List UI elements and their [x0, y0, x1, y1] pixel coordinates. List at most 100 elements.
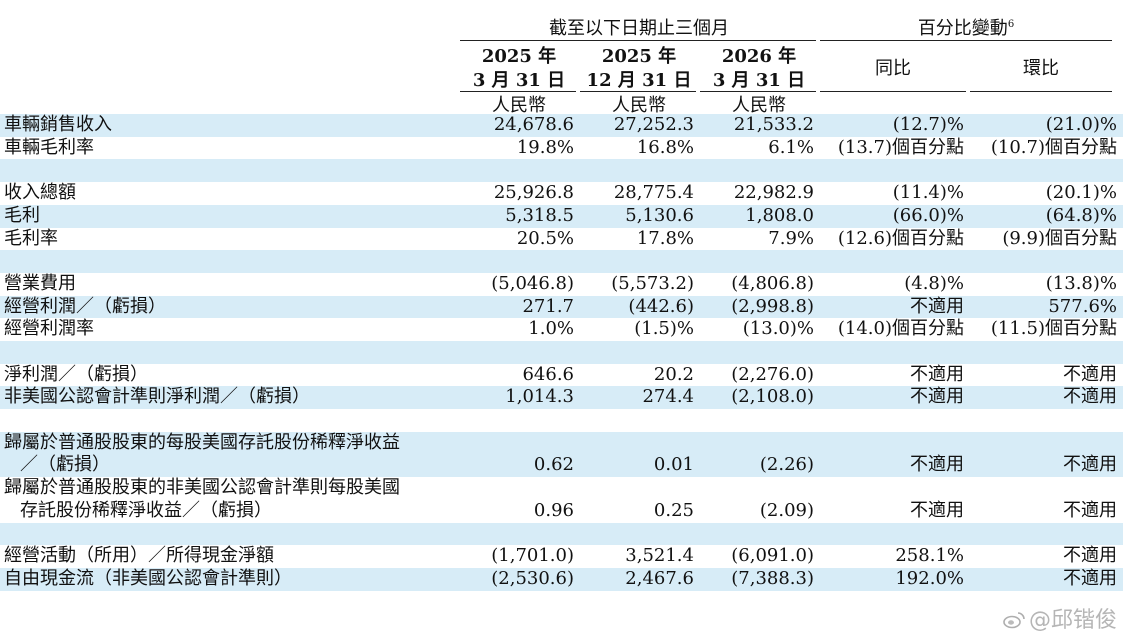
cell-q4-2025: 3,521.4	[625, 545, 694, 567]
cell-q1-2026: 6.1%	[768, 136, 814, 158]
col2-currency: 人民幣	[612, 95, 666, 116]
table-row: 經營利潤／（虧損） 271.7 (442.6) (2,998.8) 不適用 57…	[0, 295, 1123, 319]
weibo-logo-icon	[1003, 612, 1025, 629]
table-row: 經營利潤率 1.0% (1.5)% (13.0)% (14.0)個百分點 (11…	[0, 318, 1123, 341]
table-row: 經營活動（所用）／所得現金淨額 (1,701.0) 3,521.4 (6,091…	[0, 545, 1123, 568]
cell-yoy: (12.7)%	[820, 114, 970, 137]
row-label: 車輛毛利率	[4, 136, 94, 158]
cell-qoq: (11.5)個百分點	[990, 318, 1117, 340]
cell-qoq: (9.9)個百分點	[1002, 227, 1117, 249]
change-group-header: 百分比變動6	[820, 14, 1112, 40]
cell-q4-2025: 16.8%	[636, 136, 694, 158]
col1-date: 3 月 31 日	[472, 70, 566, 91]
cell-q1-2025: 0.62	[460, 454, 580, 478]
cell-q1-2026: 22,982.9	[733, 182, 814, 204]
col1-rule	[460, 91, 576, 92]
row-label: 車輛銷售收入	[0, 114, 460, 137]
cell-yoy: 192.0%	[820, 567, 970, 591]
cell-qoq: 不適用	[970, 386, 1123, 410]
cell-yoy: 不適用	[820, 386, 970, 410]
cell-q4-2025: 0.01	[580, 454, 700, 478]
row-label: 淨利潤／（虧損）	[4, 363, 148, 385]
cell-q4-2025: (442.6)	[580, 295, 700, 319]
spacer-row	[0, 159, 1123, 183]
cell-yoy: (4.8)%	[904, 272, 964, 294]
cell-yoy: (13.7)個百分點	[837, 136, 964, 158]
cell-q1-2026: 21,533.2	[700, 114, 820, 137]
table-row: ／（虧損） 0.62 0.01 (2.26) 不適用 不適用	[0, 454, 1123, 478]
row-label-line2: ／（虧損）	[0, 454, 460, 478]
cell-q4-2025: (1.5)%	[634, 318, 694, 340]
cell-q1-2026: (13.0)%	[742, 318, 814, 340]
row-label: 經營利潤／（虧損）	[0, 295, 460, 319]
cell-q1-2026: (2.26)	[700, 454, 820, 478]
row-label: 收入總額	[4, 182, 76, 204]
cell-yoy: (66.0)%	[820, 204, 970, 228]
cell-qoq: (64.8)%	[970, 204, 1123, 228]
row-label-line1: 歸屬於普通股股東的每股美國存託股份稀釋淨收益	[0, 431, 460, 455]
col2-rule	[580, 91, 696, 92]
spacer-row	[0, 250, 1123, 273]
cell-q1-2025: 271.7	[460, 295, 580, 319]
cell-qoq: 不適用	[970, 454, 1123, 478]
table-row: 毛利 5,318.5 5,130.6 1,808.0 (66.0)% (64.8…	[0, 204, 1123, 228]
cell-yoy: 不適用	[910, 363, 964, 385]
col3-year: 2026 年	[721, 46, 797, 67]
row-label: 非美國公認會計準則淨利潤／（虧損）	[0, 386, 460, 410]
row-label: 經營活動（所用）／所得現金淨額	[4, 545, 274, 567]
table-row: 車輛毛利率 19.8% 16.8% 6.1% (13.7)個百分點 (10.7)…	[0, 137, 1123, 160]
row-label: 毛利	[0, 204, 460, 228]
cell-qoq: (13.8)%	[1045, 272, 1117, 294]
watermark-text: @邱锴俊	[1028, 608, 1117, 633]
cell-qoq: (20.1)%	[1045, 182, 1117, 204]
cell-q1-2026: (2.09)	[759, 499, 814, 521]
col2-date: 12 月 31 日	[586, 70, 692, 91]
cell-yoy: (11.4)%	[892, 182, 964, 204]
table-row: 存託股份稀釋淨收益／（虧損） 0.96 0.25 (2.09) 不適用 不適用	[0, 500, 1123, 523]
col3-date: 3 月 31 日	[712, 70, 806, 91]
cell-q1-2025: (2,530.6)	[460, 567, 580, 591]
table-row: 歸屬於普通股股東的非美國公認會計準則每股美國	[0, 477, 1123, 500]
cell-q1-2025: 1,014.3	[460, 386, 580, 410]
col2-year: 2025 年	[601, 46, 677, 67]
table-row: 淨利潤／（虧損） 646.6 20.2 (2,276.0) 不適用 不適用	[0, 364, 1123, 387]
cell-yoy: 不適用	[820, 454, 970, 478]
spacer-row	[0, 341, 1123, 364]
table-row: 毛利率 20.5% 17.8% 7.9% (12.6)個百分點 (9.9)個百分…	[0, 228, 1123, 251]
cell-q1-2025: 0.96	[533, 499, 574, 521]
table-row: 收入總額 25,926.8 28,775.4 22,982.9 (11.4)% …	[0, 182, 1123, 205]
cell-qoq: 不適用	[1063, 363, 1117, 385]
cell-q4-2025: 20.2	[653, 363, 694, 385]
table-row: 非美國公認會計準則淨利潤／（虧損） 1,014.3 274.4 (2,108.0…	[0, 386, 1123, 410]
table-row: 自由現金流（非美國公認會計準則） (2,530.6) 2,467.6 (7,38…	[0, 567, 1123, 591]
cell-q1-2025: (5,046.8)	[491, 272, 574, 294]
col1-year: 2025 年	[481, 46, 557, 67]
row-label: 營業費用	[4, 272, 76, 294]
cell-q4-2025: 274.4	[580, 386, 700, 410]
cell-yoy: 不適用	[910, 499, 964, 521]
cell-qoq: 577.6%	[970, 295, 1123, 319]
cell-q1-2025: 19.8%	[516, 136, 574, 158]
cell-q1-2026: 1,808.0	[700, 204, 820, 228]
cell-yoy: 258.1%	[895, 545, 964, 567]
col3-rule	[700, 91, 816, 92]
row-label: 經營利潤率	[4, 318, 94, 340]
cell-q1-2026: (2,108.0)	[700, 386, 820, 410]
cell-q1-2025: 646.6	[522, 363, 574, 385]
cell-q4-2025: 5,130.6	[580, 204, 700, 228]
period-group-header: 截至以下日期止三個月	[549, 18, 729, 39]
cell-q4-2025: 17.8%	[636, 227, 694, 249]
cell-q1-2025: (1,701.0)	[491, 545, 574, 567]
cell-q1-2026: (2,998.8)	[700, 295, 820, 319]
cell-q1-2025: 20.5%	[516, 227, 574, 249]
financial-table: 車輛銷售收入 24,678.6 27,252.3 21,533.2 (12.7)…	[0, 114, 1123, 591]
cell-q1-2025: 1.0%	[528, 318, 574, 340]
cell-yoy: (14.0)個百分點	[837, 318, 964, 340]
cell-q1-2026: 7.9%	[768, 227, 814, 249]
cell-q1-2025: 24,678.6	[460, 114, 580, 137]
cell-q4-2025: 28,775.4	[613, 182, 694, 204]
period-group-rule	[460, 40, 816, 41]
cell-qoq: (21.0)%	[970, 114, 1123, 137]
cell-q1-2026: (6,091.0)	[731, 545, 814, 567]
